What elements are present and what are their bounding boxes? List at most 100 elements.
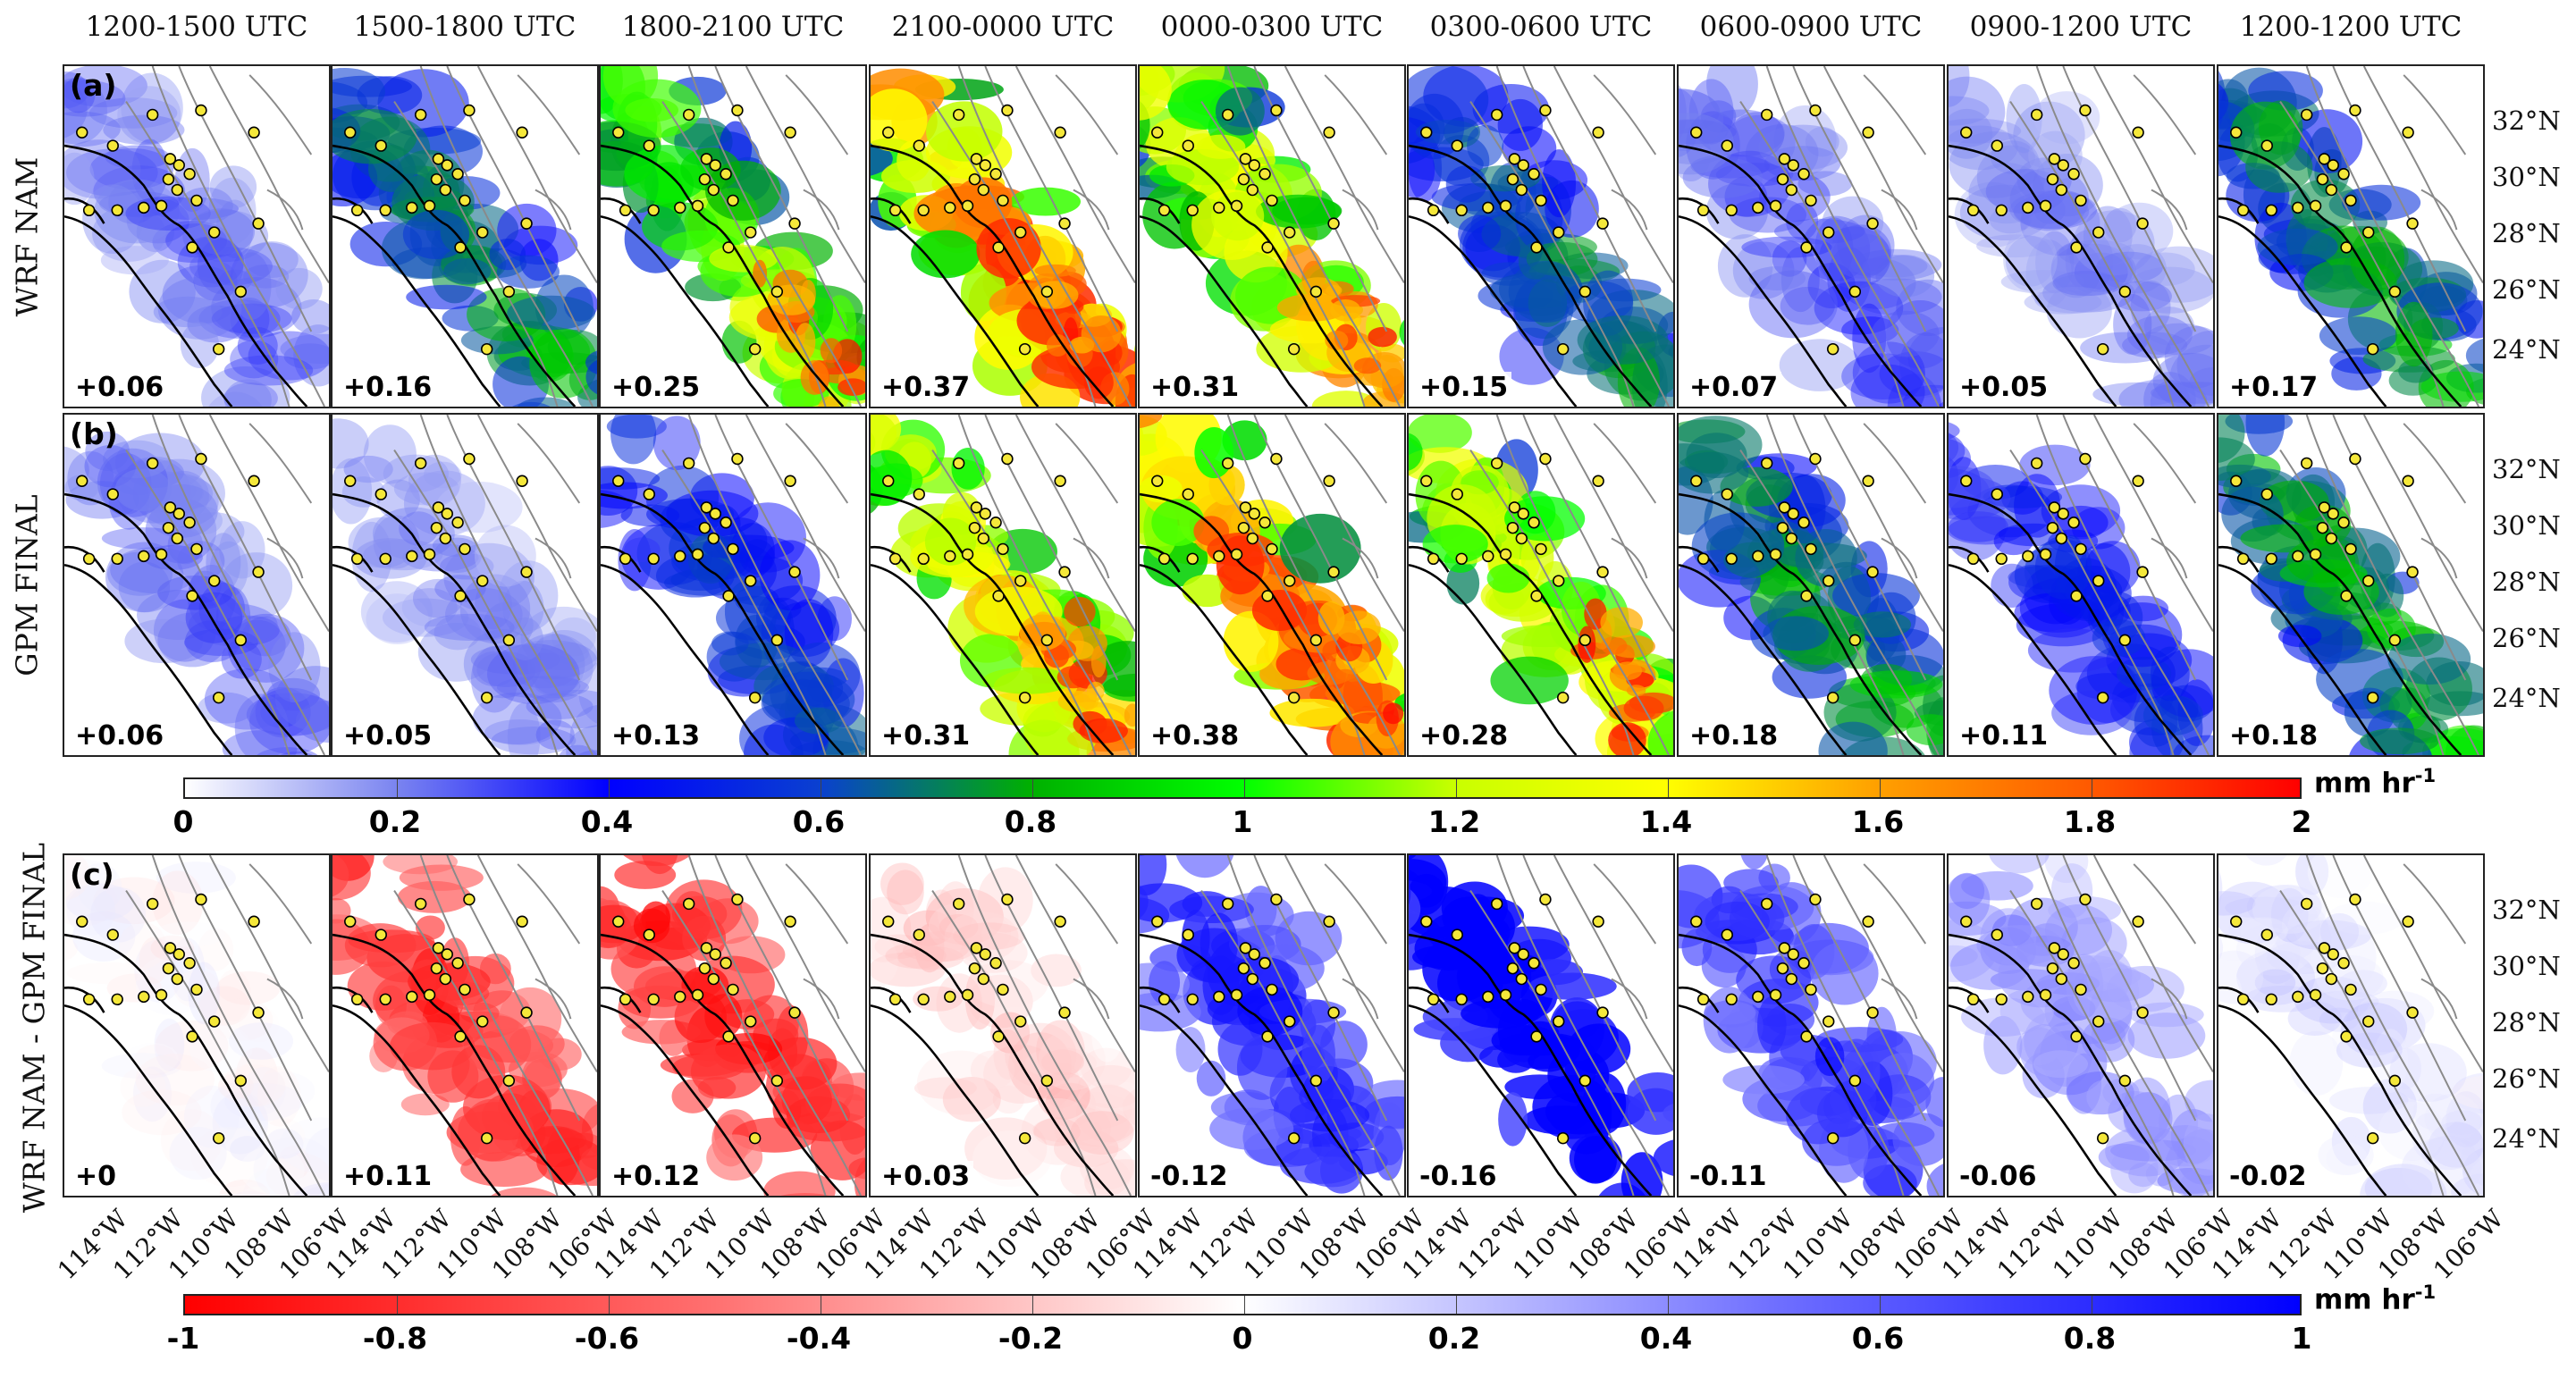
difference-blob bbox=[967, 960, 1048, 1008]
map-panel: +0.18 bbox=[2217, 413, 2485, 757]
station-marker bbox=[970, 501, 983, 514]
map-panel: -0.16 bbox=[1407, 853, 1675, 1197]
terrain-contour bbox=[2092, 415, 2213, 632]
station-marker bbox=[2362, 226, 2375, 239]
station-marker bbox=[1556, 691, 1570, 704]
terrain-contour bbox=[2305, 415, 2479, 755]
precip-blob bbox=[2150, 381, 2191, 407]
precip-blob bbox=[188, 603, 278, 647]
difference-blob bbox=[152, 870, 204, 936]
terrain-contour bbox=[2305, 855, 2479, 1196]
station-marker bbox=[674, 201, 686, 214]
difference-blob bbox=[2378, 1102, 2446, 1161]
terrain-contour bbox=[785, 74, 849, 231]
station-marker bbox=[1596, 1006, 1609, 1019]
difference-blob bbox=[902, 938, 975, 962]
precip-blob bbox=[1851, 278, 1942, 315]
panel-mean-value: +0.05 bbox=[1956, 372, 2052, 403]
terrain-contour bbox=[1823, 855, 1943, 1072]
station-marker bbox=[1809, 893, 1822, 906]
difference-blob bbox=[2033, 1050, 2088, 1079]
station-marker bbox=[2136, 1006, 2149, 1019]
station-marker bbox=[748, 691, 762, 704]
precip-blob bbox=[1807, 262, 1856, 309]
station-marker bbox=[698, 521, 711, 534]
station-marker bbox=[155, 988, 168, 1002]
difference-blob bbox=[2469, 1158, 2483, 1196]
station-marker bbox=[2366, 1131, 2379, 1145]
precip-blob bbox=[66, 148, 158, 197]
precip-blob bbox=[82, 184, 144, 254]
coastline bbox=[871, 214, 1040, 407]
difference-blob bbox=[265, 1152, 329, 1196]
difference-blob bbox=[64, 878, 118, 927]
precip-blob bbox=[121, 72, 183, 144]
station-marker bbox=[1592, 475, 1604, 487]
station-marker bbox=[1530, 1030, 1543, 1043]
station-marker bbox=[2075, 542, 2087, 556]
difference-blob bbox=[135, 1054, 215, 1106]
station-marker bbox=[2402, 915, 2414, 928]
column-title: 1200-1200 UTC bbox=[2239, 11, 2462, 43]
terrain-contour bbox=[785, 423, 849, 579]
station-marker bbox=[1001, 893, 1014, 906]
precip-blob bbox=[1696, 109, 1785, 157]
difference-blob bbox=[265, 1128, 304, 1159]
station-marker bbox=[146, 897, 159, 911]
precip-blob bbox=[1852, 341, 1925, 404]
colorbar-tick bbox=[609, 1296, 610, 1314]
precip-blob bbox=[178, 187, 233, 224]
station-marker bbox=[375, 139, 387, 152]
row-label: GPM FINAL bbox=[9, 494, 45, 676]
map-panel: +0.37 bbox=[869, 64, 1137, 408]
difference-blob bbox=[491, 1187, 557, 1196]
precip-blob bbox=[280, 333, 329, 365]
terrain-contour bbox=[1863, 74, 1927, 231]
station-marker bbox=[432, 153, 445, 165]
panel-mean-value: +0.25 bbox=[608, 372, 704, 403]
difference-blob bbox=[2446, 1091, 2483, 1158]
difference-blob bbox=[2462, 1147, 2483, 1196]
station-marker bbox=[979, 948, 991, 961]
precip-blob bbox=[105, 145, 171, 170]
map-panel: +0.15 bbox=[1407, 64, 1675, 408]
station-marker bbox=[944, 990, 956, 1004]
station-marker bbox=[2325, 972, 2338, 986]
precip-blob bbox=[137, 590, 219, 641]
precip-blob bbox=[435, 482, 523, 534]
station-marker bbox=[1455, 993, 1468, 1006]
panel-mean-value: +0.03 bbox=[878, 1161, 974, 1192]
precip-blob bbox=[1691, 512, 1785, 580]
difference-blob bbox=[1949, 872, 1985, 910]
station-marker bbox=[1517, 948, 1529, 961]
precip-blob bbox=[198, 692, 255, 724]
station-marker bbox=[1506, 521, 1520, 534]
precip-blob bbox=[1949, 66, 1970, 107]
station-marker bbox=[1246, 972, 1259, 986]
colorbar-label: 1.8 bbox=[2063, 804, 2117, 839]
precip-blob bbox=[295, 700, 329, 743]
station-marker bbox=[2349, 893, 2361, 906]
precip-blob bbox=[67, 450, 114, 506]
station-marker bbox=[344, 915, 357, 928]
station-marker bbox=[234, 1074, 248, 1088]
colorbar-tick bbox=[1668, 1296, 1669, 1314]
station-marker bbox=[944, 201, 956, 214]
terrain-contour bbox=[248, 863, 313, 1020]
station-marker bbox=[1270, 452, 1283, 466]
colorbar-tick bbox=[1668, 779, 1669, 797]
map-field bbox=[2218, 855, 2483, 1196]
precip-blob bbox=[227, 613, 305, 683]
station-marker bbox=[2030, 457, 2043, 470]
station-marker bbox=[1696, 552, 1710, 566]
difference-blob bbox=[2460, 1136, 2483, 1186]
station-marker bbox=[1237, 962, 1250, 975]
station-marker bbox=[2402, 475, 2414, 487]
station-marker bbox=[1261, 590, 1274, 602]
station-marker bbox=[1866, 566, 1879, 578]
station-marker bbox=[1535, 194, 1547, 207]
station-marker bbox=[2236, 204, 2250, 217]
colorbar-label: 0.6 bbox=[792, 804, 846, 839]
station-marker bbox=[76, 126, 88, 139]
